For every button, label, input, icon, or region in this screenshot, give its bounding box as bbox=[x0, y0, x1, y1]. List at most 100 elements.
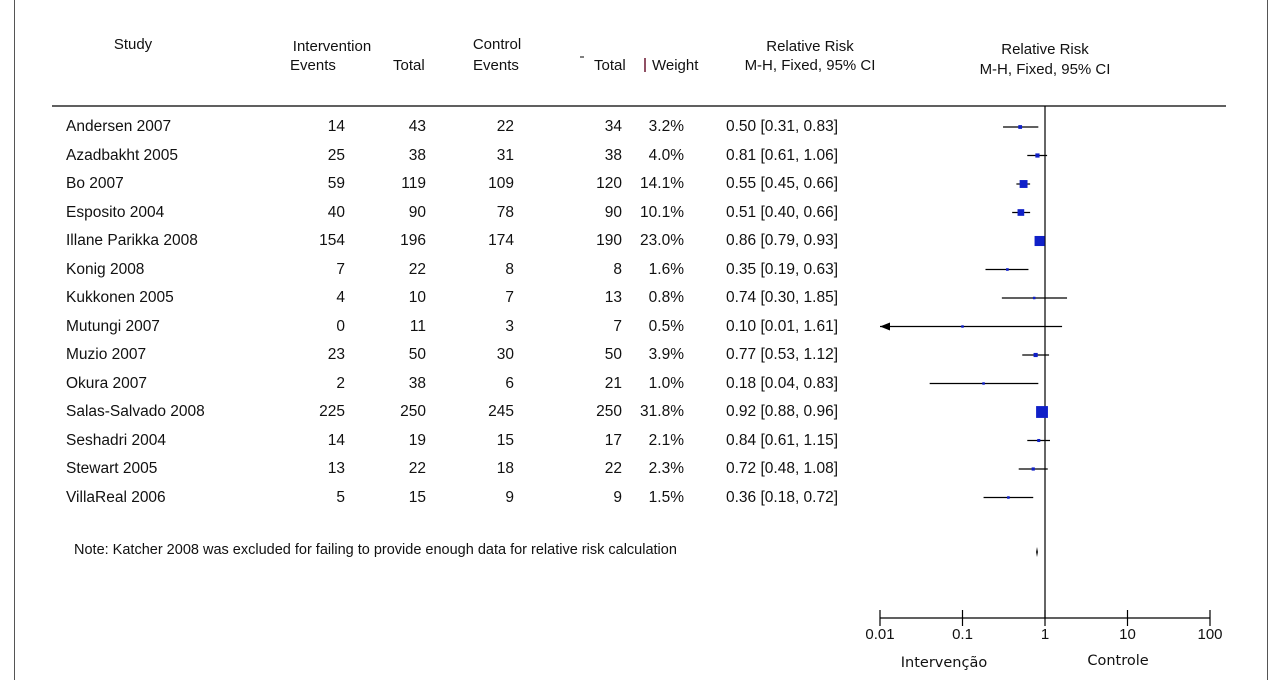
x-tick-label: 10 bbox=[1119, 626, 1136, 643]
header-control: Control bbox=[472, 36, 522, 53]
cell-rr-ci: 0.36 [0.18, 0.72] bbox=[726, 488, 839, 506]
cell-int-total: 119 bbox=[401, 175, 426, 192]
cell-rr-ci: 0.50 [0.31, 0.83] bbox=[726, 118, 839, 135]
cell-ctl-events: 78 bbox=[496, 203, 514, 221]
point-estimate-marker bbox=[1019, 180, 1028, 188]
point-estimate-marker bbox=[1006, 268, 1009, 271]
cell-int-total: 38 bbox=[408, 146, 426, 164]
cell-weight: 1.5% bbox=[648, 488, 684, 506]
cell-ctl-total: 90 bbox=[604, 203, 622, 221]
cell-weight: 31.8% bbox=[640, 403, 684, 420]
cell-weight: 2.1% bbox=[648, 431, 684, 449]
cell-rr-ci: 0.86 [0.79, 0.93] bbox=[726, 232, 839, 249]
cell-ctl-total: 38 bbox=[604, 146, 622, 164]
cell-study: Okura 2007 bbox=[66, 374, 147, 392]
cell-int-events: 154 bbox=[319, 232, 345, 249]
cell-ctl-total: 22 bbox=[604, 460, 622, 477]
cell-rr-ci: 0.92 [0.88, 0.96] bbox=[726, 403, 839, 420]
cell-int-total: 196 bbox=[400, 232, 426, 249]
cell-ctl-events: 245 bbox=[488, 403, 514, 420]
cell-study: Konig 2008 bbox=[66, 260, 145, 278]
cell-int-total: 22 bbox=[408, 260, 426, 278]
cell-study: Seshadri 2004 bbox=[66, 431, 166, 449]
point-estimate-marker bbox=[1017, 209, 1025, 216]
pooled-estimate-diamond bbox=[1036, 547, 1038, 557]
cell-int-events: 13 bbox=[327, 460, 345, 477]
point-estimate-marker bbox=[1007, 496, 1010, 499]
cell-rr-ci: 0.10 [0.01, 1.61] bbox=[726, 317, 839, 335]
cell-rr-ci: 0.74 [0.30, 1.85] bbox=[726, 289, 839, 306]
figure-frame bbox=[14, 0, 1268, 680]
cell-weight: 3.2% bbox=[648, 118, 684, 135]
cell-study: Bo 2007 bbox=[66, 175, 124, 192]
cell-ctl-events: 3 bbox=[505, 317, 514, 335]
cell-int-total: 19 bbox=[408, 431, 426, 449]
cell-ctl-events: 7 bbox=[505, 289, 514, 306]
cell-int-events: 25 bbox=[327, 146, 345, 164]
cell-ctl-total: 120 bbox=[596, 175, 622, 192]
plot-header-title: Relative Risk bbox=[1001, 41, 1089, 58]
plot-header-method: M-H, Fixed, 95% CI bbox=[979, 61, 1111, 78]
point-estimate-marker bbox=[1036, 406, 1048, 418]
cell-study: VillaReal 2006 bbox=[66, 488, 166, 506]
cell-ctl-total: 250 bbox=[596, 403, 622, 420]
point-estimate-marker bbox=[1034, 235, 1045, 247]
cell-ctl-total: 17 bbox=[604, 431, 622, 449]
cell-int-total: 22 bbox=[408, 460, 426, 477]
header-ctl-events: Events bbox=[473, 57, 519, 74]
point-estimate-marker bbox=[1031, 467, 1035, 471]
cell-study: Andersen 2007 bbox=[66, 118, 172, 135]
cell-ctl-total: 21 bbox=[604, 374, 622, 392]
cell-int-events: 0 bbox=[336, 317, 345, 335]
cell-rr-ci: 0.35 [0.19, 0.63] bbox=[726, 260, 839, 278]
cell-ctl-events: 22 bbox=[496, 118, 514, 135]
cell-rr-ci: 0.18 [0.04, 0.83] bbox=[726, 374, 839, 392]
cell-int-events: 5 bbox=[336, 488, 345, 506]
cell-int-events: 23 bbox=[327, 346, 345, 363]
cell-int-events: 225 bbox=[319, 403, 345, 420]
cell-rr-ci: 0.72 [0.48, 1.08] bbox=[726, 460, 839, 477]
header-ctl-total: Total bbox=[594, 57, 626, 74]
cell-study: Mutungi 2007 bbox=[66, 317, 160, 335]
cell-study: Esposito 2004 bbox=[66, 203, 165, 221]
cell-int-events: 40 bbox=[327, 203, 345, 221]
footnote: Note: Katcher 2008 was excluded for fail… bbox=[74, 542, 677, 558]
cell-ctl-total: 13 bbox=[604, 289, 622, 306]
cell-rr-ci: 0.55 [0.45, 0.66] bbox=[726, 175, 839, 192]
header-int-total: Total bbox=[393, 57, 425, 74]
cell-int-total: 250 bbox=[400, 403, 426, 420]
cell-rr-ci: 0.77 [0.53, 1.12] bbox=[726, 346, 839, 363]
cell-study: Azadbakht 2005 bbox=[66, 146, 179, 164]
cell-int-events: 14 bbox=[327, 431, 345, 449]
cell-ctl-events: 6 bbox=[505, 374, 514, 392]
cell-ctl-total: 8 bbox=[613, 260, 622, 278]
header-rr-title: Relative Risk bbox=[766, 38, 854, 55]
cell-rr-ci: 0.84 [0.61, 1.15] bbox=[726, 431, 839, 449]
cell-ctl-events: 31 bbox=[496, 146, 514, 164]
cell-ctl-events: 109 bbox=[488, 175, 514, 192]
x-tick-label: 1 bbox=[1041, 626, 1049, 643]
point-estimate-marker bbox=[982, 382, 985, 385]
cell-study: Stewart 2005 bbox=[66, 460, 158, 477]
x-tick-label: 0.1 bbox=[952, 626, 973, 643]
cell-weight: 10.1% bbox=[640, 203, 684, 221]
cell-ctl-events: 8 bbox=[505, 260, 514, 278]
cell-ctl-events: 18 bbox=[496, 460, 514, 477]
cell-weight: 0.5% bbox=[648, 317, 684, 335]
cell-int-total: 15 bbox=[408, 488, 426, 506]
x-tick-label: 0.01 bbox=[865, 626, 894, 643]
cell-weight: 3.9% bbox=[648, 346, 684, 363]
cell-study: Salas-Salvado 2008 bbox=[66, 403, 205, 420]
cell-ctl-events: 30 bbox=[496, 346, 514, 363]
cell-int-total: 11 bbox=[409, 317, 426, 335]
cell-weight: 2.3% bbox=[648, 460, 684, 477]
header-int-events: Events bbox=[290, 57, 336, 74]
x-left-label: Intervenção bbox=[901, 655, 988, 671]
cell-int-total: 38 bbox=[408, 374, 426, 392]
cell-ctl-events: 15 bbox=[496, 431, 514, 449]
x-right-label: Controle bbox=[1087, 653, 1148, 669]
cell-int-events: 14 bbox=[327, 118, 345, 135]
cell-ctl-events: 174 bbox=[488, 232, 514, 249]
point-estimate-marker bbox=[1035, 153, 1040, 158]
